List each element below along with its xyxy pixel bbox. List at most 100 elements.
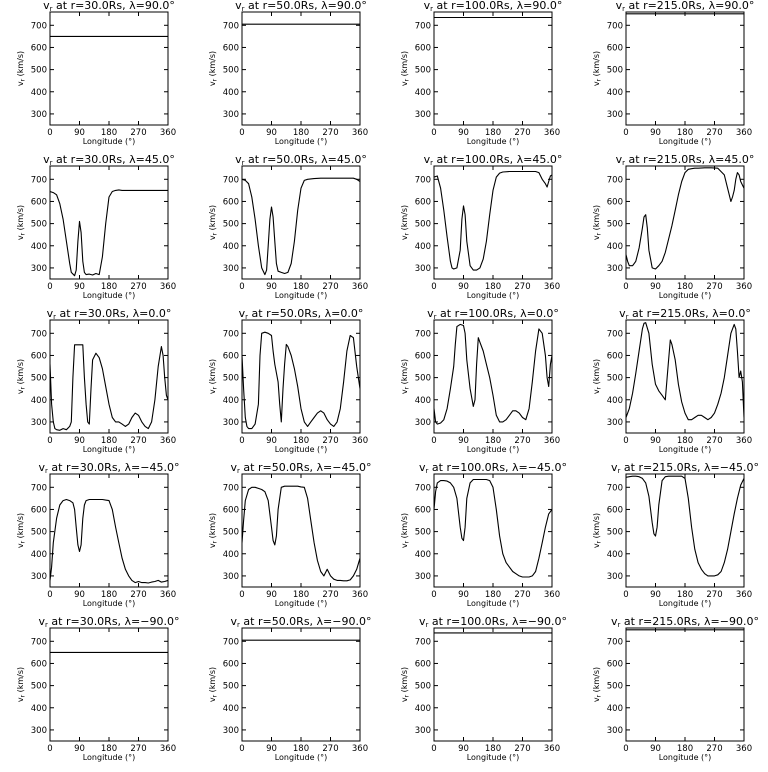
x-tick-label: 90: [74, 282, 85, 292]
y-axis-label: vr (km/s): [208, 205, 219, 240]
x-axis-label: Longitude (°): [659, 599, 712, 608]
subplot-title: vr at r=50.0Rs, λ=−90.0°: [231, 615, 372, 629]
plot-frame: [625, 627, 745, 742]
x-tick-label: 0: [431, 128, 436, 138]
y-tick-label: 400: [31, 396, 47, 406]
y-tick-label: 600: [31, 43, 47, 53]
x-tick-label: 360: [736, 128, 752, 138]
x-tick-label: 0: [47, 744, 52, 754]
x-tick-label: 0: [623, 590, 628, 600]
subplot-10: vr at r=50.0Rs, λ=0.0° 0 90 180 270 360 300 400…: [208, 307, 368, 454]
x-tick-label: 180: [485, 436, 501, 446]
y-tick-label: 300: [607, 110, 623, 120]
x-axis-label: Longitude (°): [467, 599, 520, 608]
y-tick-label: 600: [607, 505, 623, 515]
y-tick-label: 700: [607, 637, 623, 647]
y-axis-label: vr (km/s): [400, 205, 411, 240]
y-tick-label: 600: [415, 43, 431, 53]
plot-frame: [49, 11, 169, 126]
x-axis-label: Longitude (°): [83, 137, 136, 146]
y-axis-label: vr (km/s): [592, 51, 603, 86]
x-tick-label: 270: [514, 128, 530, 138]
x-axis-label: Longitude (°): [83, 291, 136, 300]
y-tick-label: 300: [607, 264, 623, 274]
y-axis-label: vr (km/s): [16, 51, 27, 86]
y-tick-label: 500: [607, 66, 623, 76]
subplot-16: vr at r=215.0Rs, λ=−45.0° 0 90 180 270 360 300…: [592, 461, 759, 608]
y-axis-label: vr (km/s): [208, 667, 219, 702]
x-tick-label: 360: [160, 128, 176, 138]
x-tick-label: 360: [544, 744, 560, 754]
y-tick-label: 500: [607, 220, 623, 230]
series-line-1: [434, 323, 552, 425]
y-tick-label: 600: [31, 505, 47, 515]
x-tick-label: 180: [101, 128, 117, 138]
x-tick-label: 270: [130, 590, 146, 600]
x-tick-label: 0: [431, 590, 436, 600]
y-tick-label: 500: [223, 682, 239, 692]
x-tick-label: 180: [485, 128, 501, 138]
y-tick-label: 400: [415, 550, 431, 560]
x-tick-label: 270: [706, 744, 722, 754]
x-tick-label: 90: [458, 128, 469, 138]
x-tick-label: 0: [47, 436, 52, 446]
y-axis-label: vr (km/s): [16, 513, 27, 548]
subplot-15: vr at r=100.0Rs, λ=−45.0° 0 90 180 270 360 300…: [400, 461, 567, 608]
subplot-7: vr at r=100.0Rs, λ=45.0° 0 90 180 270 360 300 4…: [400, 153, 562, 300]
y-tick-label: 300: [223, 110, 239, 120]
y-tick-label: 700: [415, 637, 431, 647]
x-tick-label: 270: [130, 744, 146, 754]
x-axis-label: Longitude (°): [467, 137, 520, 146]
series-line-1: [626, 322, 744, 421]
x-tick-label: 270: [514, 590, 530, 600]
y-tick-label: 300: [31, 264, 47, 274]
subplot-title: vr at r=100.0Rs, λ=45.0°: [424, 153, 563, 167]
plot-frame: [625, 473, 745, 588]
y-tick-label: 400: [223, 704, 239, 714]
y-tick-label: 600: [607, 43, 623, 53]
x-tick-label: 0: [431, 282, 436, 292]
subplot-4: vr at r=215.0Rs, λ=90.0° 0 90 180 270 360 300 4…: [592, 0, 754, 146]
x-tick-label: 90: [458, 744, 469, 754]
x-tick-label: 90: [458, 590, 469, 600]
y-tick-label: 400: [31, 88, 47, 98]
y-tick-label: 500: [607, 528, 623, 538]
subplot-8: vr at r=215.0Rs, λ=45.0° 0 90 180 270 360 300 4…: [592, 153, 754, 300]
x-tick-label: 270: [514, 282, 530, 292]
y-tick-label: 500: [415, 682, 431, 692]
subplot-title: vr at r=215.0Rs, λ=90.0°: [616, 0, 755, 13]
y-axis-label: vr (km/s): [208, 51, 219, 86]
subplot-2: vr at r=50.0Rs, λ=90.0° 0 90 180 270 360 300 40…: [208, 0, 368, 146]
y-axis-label: vr (km/s): [592, 513, 603, 548]
plot-frame: [625, 319, 745, 434]
subplot-12: vr at r=215.0Rs, λ=0.0° 0 90 180 270 360 300 40…: [592, 307, 752, 454]
y-tick-label: 400: [31, 550, 47, 560]
x-tick-label: 90: [458, 282, 469, 292]
x-tick-label: 0: [47, 128, 52, 138]
y-tick-label: 400: [415, 704, 431, 714]
x-axis-label: Longitude (°): [659, 137, 712, 146]
y-tick-label: 600: [223, 659, 239, 669]
subplot-19: vr at r=100.0Rs, λ=−90.0° 0 90 180 270 360 300…: [400, 615, 567, 762]
x-tick-label: 360: [352, 128, 368, 138]
x-tick-label: 360: [736, 436, 752, 446]
y-axis-label: vr (km/s): [400, 51, 411, 86]
x-tick-label: 180: [101, 744, 117, 754]
y-tick-label: 500: [223, 374, 239, 384]
y-axis-label: vr (km/s): [16, 359, 27, 394]
x-tick-label: 0: [239, 436, 244, 446]
y-tick-label: 500: [607, 374, 623, 384]
y-axis-label: vr (km/s): [16, 205, 27, 240]
x-tick-label: 270: [322, 590, 338, 600]
y-tick-label: 700: [223, 637, 239, 647]
x-tick-label: 360: [160, 744, 176, 754]
plot-frame: [241, 165, 361, 280]
y-tick-label: 300: [607, 418, 623, 428]
y-tick-label: 700: [415, 21, 431, 31]
y-tick-label: 400: [415, 396, 431, 406]
x-tick-label: 0: [623, 744, 628, 754]
x-tick-label: 360: [544, 590, 560, 600]
subplot-14: vr at r=50.0Rs, λ=−45.0° 0 90 180 270 360 300 4…: [208, 461, 372, 608]
x-tick-label: 90: [650, 744, 661, 754]
x-axis-label: Longitude (°): [467, 291, 520, 300]
